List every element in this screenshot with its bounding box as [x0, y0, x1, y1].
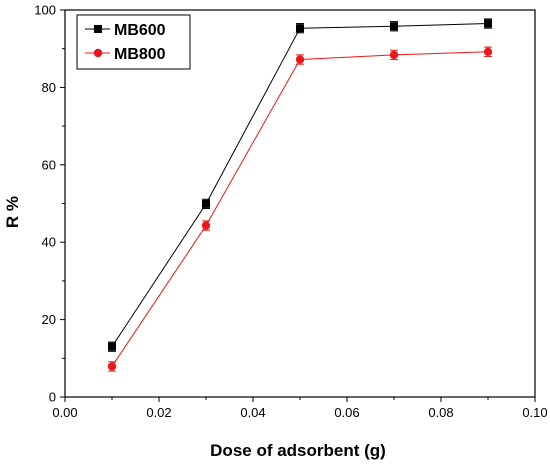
data-point-mb800 — [389, 50, 399, 60]
data-point-mb800 — [483, 47, 493, 56]
legend-label-mb800: MB800 — [114, 46, 166, 63]
x-tick-label: 0.10 — [522, 405, 547, 420]
y-tick-label: 60 — [42, 157, 56, 172]
x-axis-title: Dose of adsorbent (g) — [210, 441, 386, 460]
y-axis: 0 20 40 60 80 100 — [34, 3, 65, 405]
data-point-mb600 — [390, 22, 398, 31]
legend-marker-mb600 — [94, 25, 102, 33]
y-tick-label: 20 — [42, 312, 56, 327]
data-point-mb800 — [201, 221, 211, 230]
y-tick-label: 80 — [42, 80, 56, 95]
y-tick-label: 0 — [49, 390, 56, 405]
data-point-mb800 — [107, 362, 117, 371]
legend-label-mb600: MB600 — [114, 22, 166, 39]
y-axis-title: R % — [3, 196, 22, 228]
data-point-mb600 — [202, 199, 210, 208]
y-tick-label: 100 — [34, 3, 56, 18]
x-tick-label: 0.00 — [52, 405, 77, 420]
data-point-mb800 — [295, 55, 305, 64]
x-tick-label: 0.06 — [334, 405, 359, 420]
x-tick-label: 0.02 — [146, 405, 171, 420]
legend: MB600 MB800 — [76, 14, 191, 70]
legend-marker-mb800 — [93, 48, 103, 58]
data-point-mb600 — [484, 19, 492, 28]
series-layer — [107, 18, 493, 372]
data-point-mb600 — [296, 24, 304, 33]
series-line-mb600 — [111, 23, 489, 347]
x-tick-label: 0.08 — [428, 405, 453, 420]
series-line-mb800 — [111, 51, 489, 367]
x-axis: 0.00 0.02 0.04 0.06 0.08 0.10 — [52, 397, 548, 420]
x-tick-label: 0.04 — [240, 405, 265, 420]
legend-box — [76, 14, 191, 70]
data-point-mb600 — [108, 342, 116, 351]
y-tick-label: 40 — [42, 235, 56, 250]
